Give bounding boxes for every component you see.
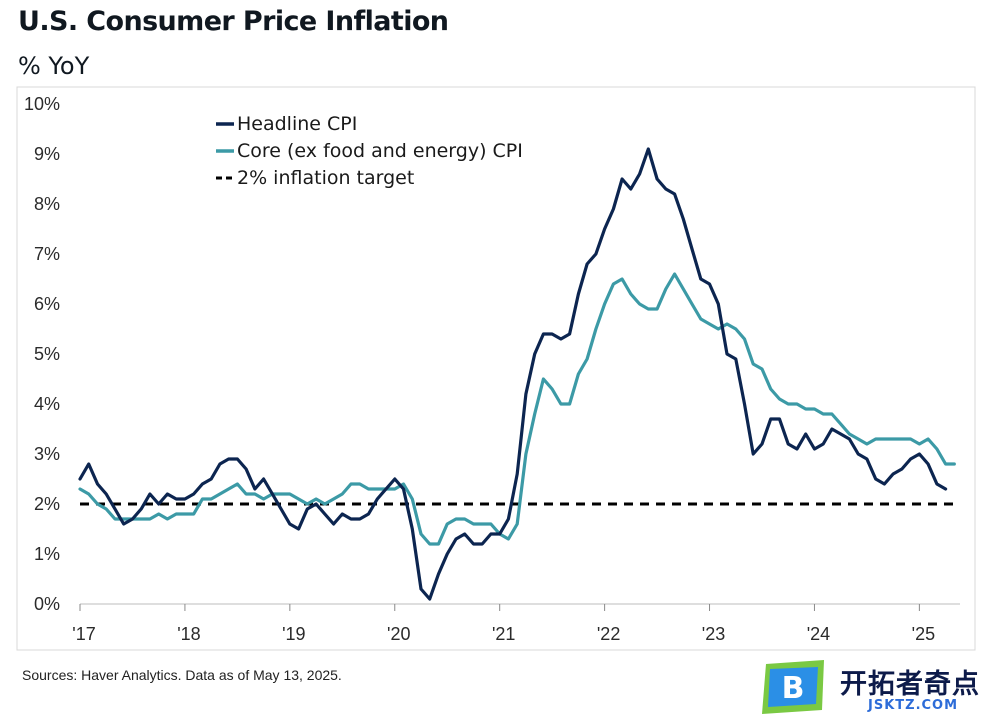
x-tick-label: '20 <box>387 624 410 644</box>
brand-logo-icon: B <box>762 660 824 714</box>
y-tick-label: 4% <box>34 394 60 414</box>
y-tick-label: 3% <box>34 444 60 464</box>
x-tick-label: '17 <box>72 624 95 644</box>
y-tick-label: 9% <box>34 144 60 164</box>
y-axis-ticks: 0% 1% 2% 3% 4% 5% 6% 7% 8% 9% 10% <box>24 94 60 614</box>
y-tick-label: 2% <box>34 494 60 514</box>
brand-url: JSKTZ.COM <box>868 698 959 713</box>
core-cpi-line <box>78 272 956 546</box>
legend-core-label: Core (ex food and energy) CPI <box>237 140 523 162</box>
y-tick-label: 6% <box>34 294 60 314</box>
x-tick-label: '25 <box>912 624 935 644</box>
plot-frame <box>16 86 976 651</box>
x-tick-label: '18 <box>177 624 200 644</box>
y-tick-label: 1% <box>34 544 60 564</box>
y-tick-label: 0% <box>34 594 60 614</box>
brand-watermark: B 开拓者奇点 JSKTZ.COM <box>760 658 992 714</box>
brand-name: 开拓者奇点 <box>840 669 980 700</box>
chart-title: U.S. Consumer Price Inflation <box>18 6 449 37</box>
x-tick-label: '23 <box>702 624 725 644</box>
y-tick-label: 7% <box>34 244 60 264</box>
x-tick-label: '24 <box>807 624 830 644</box>
legend-target-label: 2% inflation target <box>237 167 414 189</box>
headline-cpi-line <box>78 147 948 601</box>
chart-subtitle: % YoY <box>18 52 90 80</box>
brand-logo-letter: B <box>782 671 805 706</box>
x-axis-ticks: '17 '18 '19 '20 '21 '22 '23 '24 '25 <box>72 604 935 644</box>
source-note: Sources: Haver Analytics. Data as of May… <box>22 667 342 683</box>
y-tick-label: 8% <box>34 194 60 214</box>
chart-legend: Headline CPI Core (ex food and energy) CP… <box>216 113 523 189</box>
y-tick-label: 10% <box>24 94 60 114</box>
inflation-chart: 0%1%2%3%4%5%6%7%8%9%10% '17'18'19'20'21 '… <box>16 86 976 651</box>
legend-headline-label: Headline CPI <box>237 113 357 135</box>
y-tick-label: 5% <box>34 344 60 364</box>
x-tick-label: '19 <box>282 624 305 644</box>
x-tick-label: '22 <box>597 624 620 644</box>
series-lines <box>78 147 956 601</box>
x-tick-label: '21 <box>492 624 515 644</box>
